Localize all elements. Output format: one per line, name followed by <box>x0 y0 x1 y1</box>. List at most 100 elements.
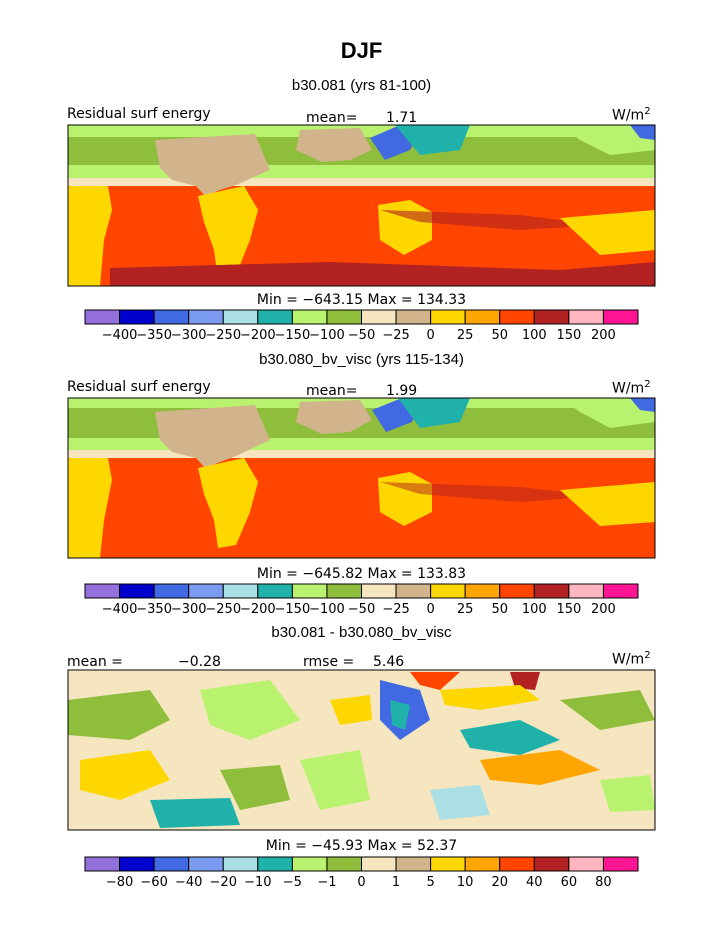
colorbar-tick-label: −400 <box>101 328 138 343</box>
panel1-variable-label: Residual surf energy <box>67 106 211 122</box>
panel2-variable-label: Residual surf energy <box>67 379 211 395</box>
colorbar-tick-label: 40 <box>526 875 543 890</box>
colorbar-tick-label: −20 <box>209 875 237 890</box>
colorbar-tick-label: −350 <box>136 328 172 343</box>
panel3-min-max: Min = −45.93 Max = 52.37 <box>265 838 458 854</box>
colorbar-swatch <box>153 583 190 599</box>
colorbar-swatch <box>222 309 259 325</box>
colorbar-swatch <box>430 583 466 599</box>
colorbar-swatch <box>602 309 639 325</box>
panel1-map <box>68 125 655 286</box>
colorbar-swatch <box>464 309 501 325</box>
panel2-frame <box>67 397 656 559</box>
colorbar-swatch <box>119 856 155 872</box>
colorbar-tick-label: 200 <box>591 328 616 343</box>
colorbar-tick-label: −200 <box>239 602 276 617</box>
colorbar-swatch <box>326 856 363 872</box>
panel3-colorbar <box>84 856 639 872</box>
colorbar-tick-label: 1 <box>391 875 401 890</box>
panel2-min-max: Min = −645.82 Max = 133.83 <box>256 566 467 582</box>
colorbar-swatch <box>361 309 397 325</box>
colorbar-swatch <box>533 309 570 325</box>
panel3-subtitle: b30.081 - b30.080_bv_visc <box>271 624 452 641</box>
page-title: DJF <box>340 38 383 63</box>
colorbar-swatch <box>464 583 501 599</box>
colorbar-swatch <box>326 583 363 599</box>
colorbar-tick-label: −150 <box>274 602 311 617</box>
colorbar-tick-label: −25 <box>382 328 410 343</box>
panel3-map <box>68 670 655 830</box>
colorbar-swatch <box>84 583 121 599</box>
colorbar-tick-label: 10 <box>456 875 474 890</box>
colorbar-tick-label: −100 <box>309 602 345 617</box>
colorbar-tick-label: 50 <box>491 328 509 343</box>
colorbar-swatch <box>499 583 535 599</box>
panel3-units: W/m2 <box>612 650 651 668</box>
colorbar-swatch <box>291 309 328 325</box>
panel1-mean-label: mean= <box>306 110 358 126</box>
colorbar-swatch <box>568 856 604 872</box>
colorbar-swatch <box>257 583 293 599</box>
panel2-map <box>68 398 655 558</box>
colorbar-tick-label: 5 <box>426 875 435 890</box>
colorbar-swatch <box>291 583 328 599</box>
colorbar-tick-label: −350 <box>136 602 172 617</box>
colorbar-tick-label: −50 <box>347 602 376 617</box>
colorbar-swatch <box>533 856 570 872</box>
panel2-colorbar <box>84 583 639 599</box>
colorbar-swatch <box>188 583 224 599</box>
colorbar-swatch <box>568 309 604 325</box>
colorbar-swatch <box>395 309 432 325</box>
panel3-mean-label: mean = <box>67 654 123 670</box>
panel3-mean-value: −0.28 <box>178 654 221 670</box>
colorbar-tick-label: 0 <box>426 328 435 343</box>
colorbar-tick-label: −150 <box>274 328 311 343</box>
colorbar-tick-label: −1 <box>317 875 337 890</box>
colorbar-swatch <box>84 309 121 325</box>
colorbar-tick-label: −250 <box>205 328 242 343</box>
panel2-mean-label: mean= <box>306 383 358 399</box>
panel1-subtitle: b30.081 (yrs 81-100) <box>291 77 432 94</box>
colorbar-tick-label: −50 <box>347 328 376 343</box>
colorbar-swatch <box>533 583 570 599</box>
colorbar-swatch <box>361 583 397 599</box>
panel1-mean-value: 1.71 <box>386 110 418 126</box>
colorbar-tick-label: 80 <box>595 875 612 890</box>
colorbar-swatch <box>84 856 121 872</box>
colorbar-tick-label: −60 <box>140 875 168 890</box>
colorbar-swatch <box>499 856 535 872</box>
colorbar-tick-label: −10 <box>244 875 272 890</box>
colorbar-swatch <box>499 309 535 325</box>
panel2-units: W/m2 <box>612 379 651 397</box>
colorbar-tick-label: 20 <box>491 875 509 890</box>
colorbar-tick-label: −300 <box>170 328 207 343</box>
colorbar-tick-label: −200 <box>239 328 276 343</box>
panel3-rmse-label: rmse = <box>303 654 355 670</box>
colorbar-swatch <box>430 856 466 872</box>
panel1-frame <box>67 124 656 287</box>
colorbar-swatch <box>222 856 259 872</box>
colorbar-tick-label: 25 <box>456 602 474 617</box>
panel1-min-max: Min = −643.15 Max = 134.33 <box>256 292 467 308</box>
colorbar-swatch <box>326 309 363 325</box>
colorbar-swatch <box>119 309 155 325</box>
colorbar-tick-label: 150 <box>556 328 582 343</box>
panel3-rmse-value: 5.46 <box>373 654 405 670</box>
colorbar-tick-label: 60 <box>560 875 578 890</box>
colorbar-tick-label: −100 <box>309 328 345 343</box>
colorbar-tick-label: −400 <box>101 602 138 617</box>
colorbar-tick-label: 50 <box>491 602 509 617</box>
colorbar-tick-label: 150 <box>556 602 582 617</box>
panel1-colorbar <box>84 309 639 325</box>
colorbar-swatch <box>257 856 293 872</box>
colorbar-tick-label: 100 <box>521 328 547 343</box>
colorbar-tick-label: 25 <box>456 328 474 343</box>
colorbar-swatch <box>361 856 397 872</box>
panel1-units: W/m2 <box>612 106 651 124</box>
colorbar-tick-label: −40 <box>174 875 203 890</box>
colorbar-swatch <box>119 583 155 599</box>
colorbar-swatch <box>395 856 432 872</box>
colorbar-tick-label: 0 <box>426 602 435 617</box>
colorbar-swatch <box>395 583 432 599</box>
